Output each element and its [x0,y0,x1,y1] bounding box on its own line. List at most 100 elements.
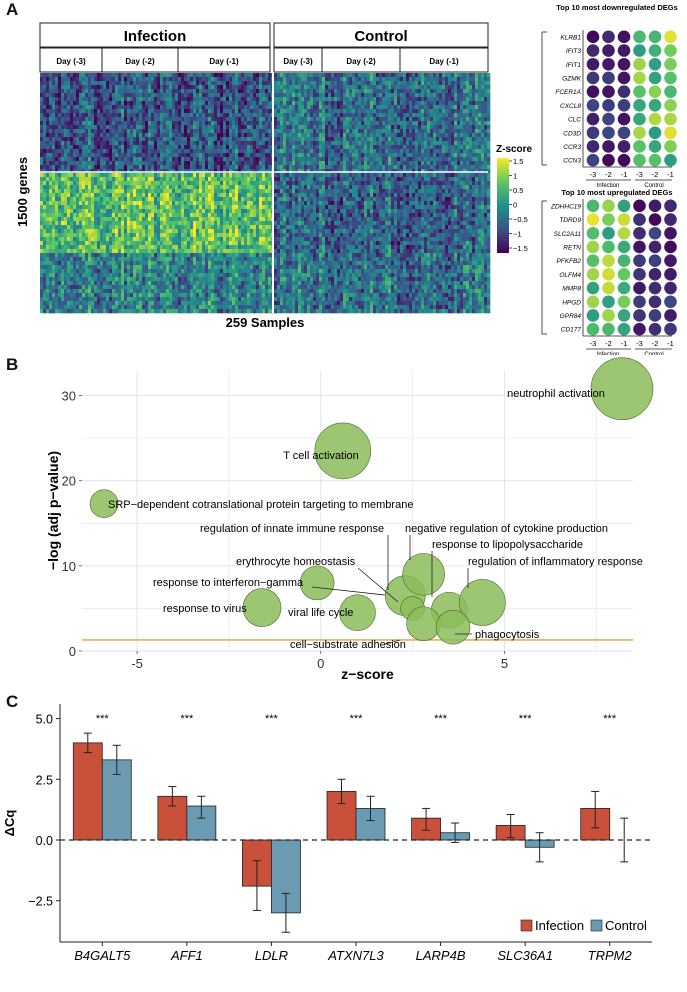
heatmap-cell [145,281,149,286]
heatmap-cell [178,193,182,198]
heatmap-cell [106,81,110,86]
heatmap-cell [211,153,215,158]
heatmap-cell [46,121,50,126]
heatmap-cell [208,113,212,118]
heatmap-cell [130,217,134,222]
heatmap-cell [184,253,188,258]
heatmap-cell [250,197,254,202]
heatmap-cell [139,209,143,214]
heatmap-cell [103,201,107,206]
heatmap-cell [202,165,206,170]
heatmap-cell [259,221,263,226]
heatmap-cell [121,169,125,174]
heatmap-cell [97,97,101,102]
heatmap-cell [223,177,227,182]
heatmap-cell [118,153,122,158]
heatmap-cell [103,209,107,214]
heatmap-cell [253,161,257,166]
heatmap-cell [268,293,272,298]
heatmap-cell [40,185,44,190]
heatmap-cell [145,125,149,130]
heatmap-cell [130,277,134,282]
heatmap-cell [100,129,104,134]
heatmap-cell [250,209,254,214]
heatmap-cell [217,129,221,134]
heatmap-cell [157,273,161,278]
heatmap-cell [109,201,113,206]
heatmap-cell [79,129,83,134]
heatmap-cell [259,105,263,110]
heatmap-cell [130,293,134,298]
heatmap-cell [103,141,107,146]
heatmap-cell [154,293,158,298]
heatmap-cell [178,145,182,150]
heatmap-cell [229,281,233,286]
heatmap-cell [97,289,101,294]
heatmap-cell [157,205,161,210]
heatmap-cell [151,309,155,314]
heatmap-cell [217,265,221,270]
heatmap-cell [49,101,53,106]
heatmap-cell [256,153,260,158]
heatmap-cell [226,293,230,298]
heatmap-cell [121,153,125,158]
heatmap-cell [181,85,185,90]
heatmap-cell [202,133,206,138]
heatmap-cell [166,197,170,202]
heatmap-cell [208,125,212,130]
heatmap-cell [277,253,281,258]
heatmap-cell [85,293,89,298]
heatmap-cell [199,105,203,110]
heatmap-cell [145,189,149,194]
heatmap-cell [256,129,260,134]
heatmap-cell [220,109,224,114]
heatmap-cell [223,169,227,174]
heatmap-cell [247,305,251,310]
heatmap-cell [157,293,161,298]
heatmap-cell [91,221,95,226]
heatmap-cell [235,189,239,194]
heatmap-cell [49,81,53,86]
heatmap-cell [151,109,155,114]
heatmap-cell [268,265,272,270]
heatmap-cell [244,113,248,118]
heatmap-cell [112,109,116,114]
heatmap-cell [139,133,143,138]
heatmap-cell [160,185,164,190]
heatmap-cell [88,293,92,298]
heatmap-cell [253,189,257,194]
heatmap-cell [160,209,164,214]
heatmap-cell [220,153,224,158]
heatmap-cell [202,197,206,202]
heatmap-cell [205,129,209,134]
heatmap-cell [178,241,182,246]
heatmap-cell [94,197,98,202]
heatmap-cell [193,113,197,118]
heatmap-cell [133,261,137,266]
heatmap-cell [268,209,272,214]
heatmap-cell [265,145,269,150]
heatmap-cell [94,173,98,178]
heatmap-cell [238,273,242,278]
heatmap-cell [280,265,284,270]
heatmap-cell [220,173,224,178]
heatmap-cell [85,177,89,182]
heatmap-cell [154,125,158,130]
heatmap-cell [268,277,272,282]
heatmap-cell [127,277,131,282]
heatmap-cell [127,221,131,226]
heatmap-cell [241,137,245,142]
heatmap-cell [280,89,284,94]
heatmap-cell [121,149,125,154]
heatmap-cell [154,269,158,274]
heatmap-cell [121,213,125,218]
heatmap-cell [187,225,191,230]
heatmap-cell [202,237,206,242]
heatmap-cell [220,77,224,82]
heatmap-cell [241,121,245,126]
heatmap-cell [112,173,116,178]
heatmap-cell [172,265,176,270]
heatmap-cell [283,285,287,290]
heatmap-cell [46,73,50,78]
heatmap-cell [130,89,134,94]
